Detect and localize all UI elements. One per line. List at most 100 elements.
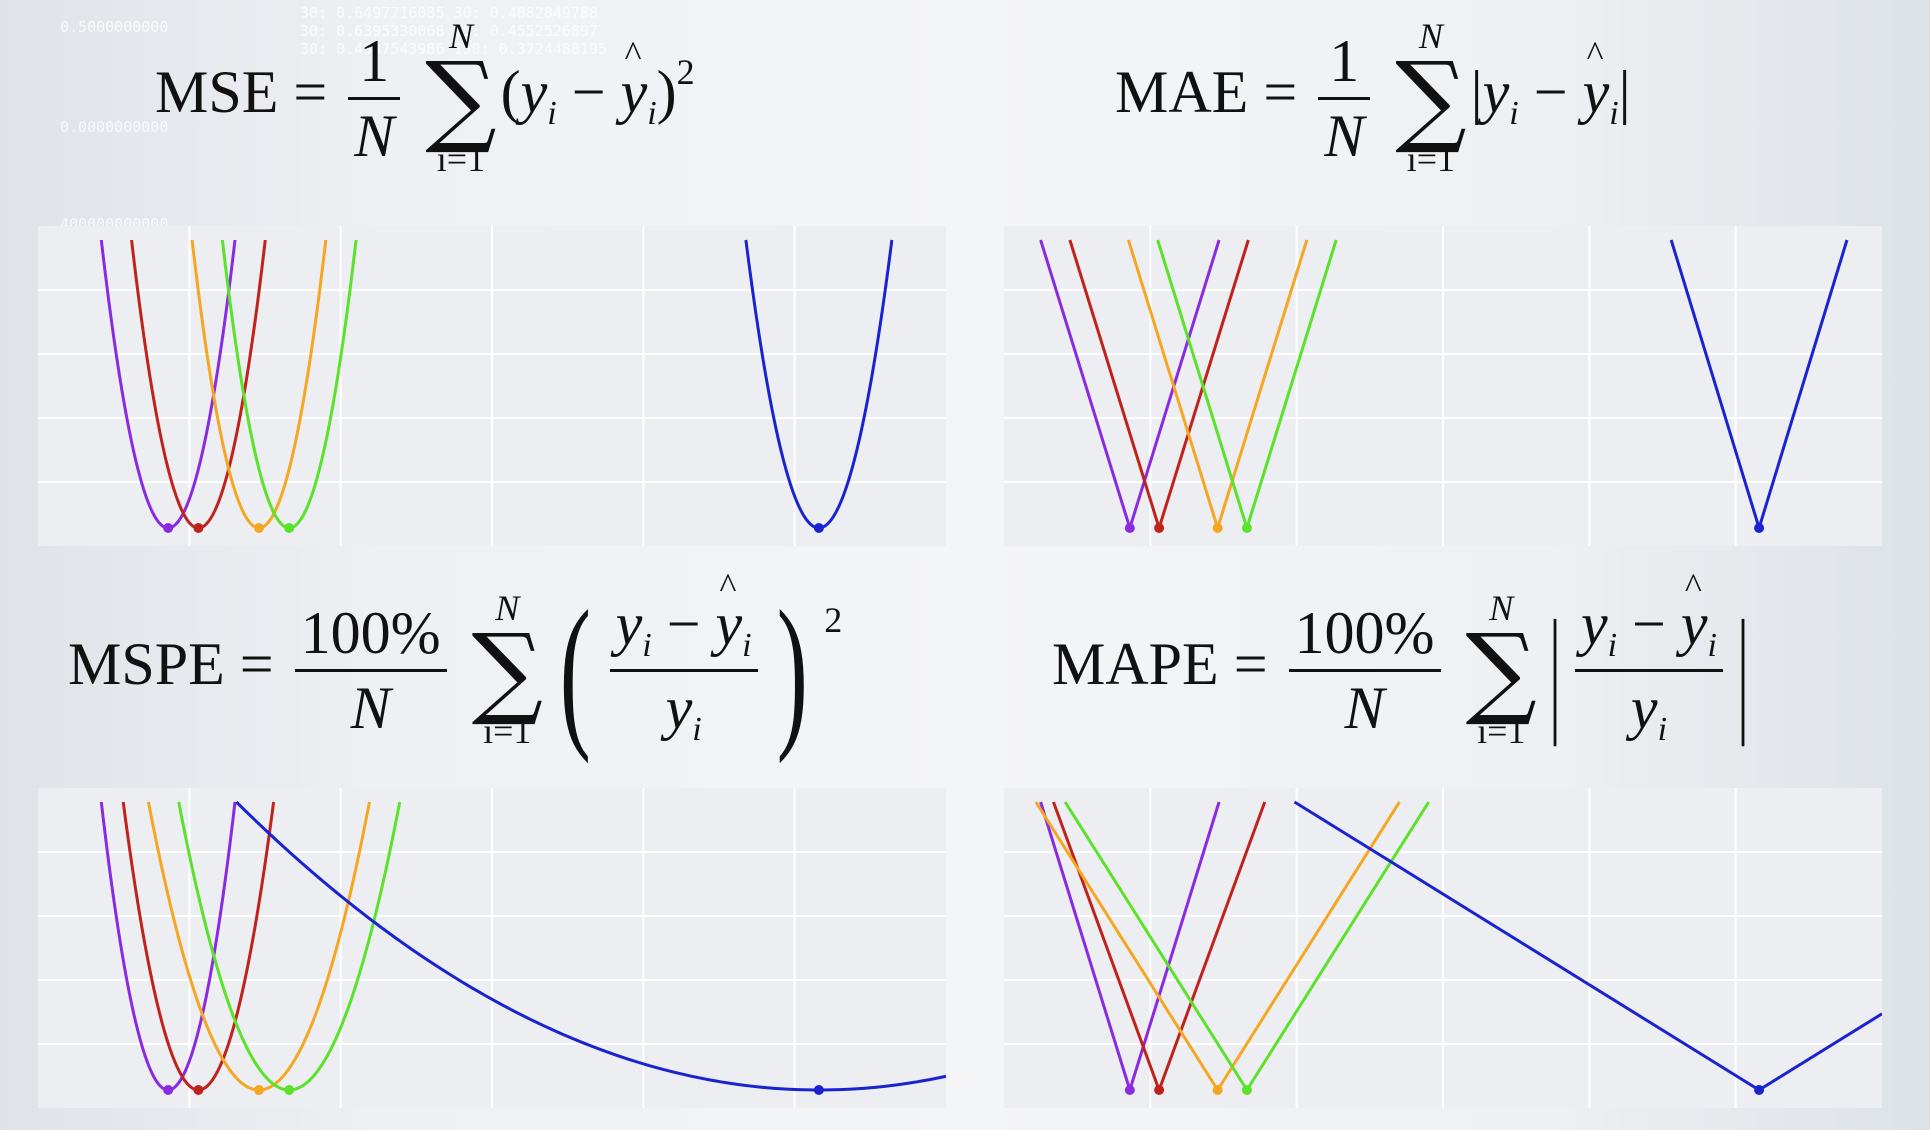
mspe-sum-bottom: i=1 — [483, 710, 532, 751]
mspe-power: 2 — [824, 600, 843, 641]
mape-chart — [1004, 788, 1882, 1108]
mse-open-paren: ( — [500, 59, 521, 126]
mspe-minus: − — [666, 590, 701, 657]
series-min-point-0 — [163, 1085, 174, 1095]
mspe-yhat-sub: i — [742, 626, 752, 664]
mape-chart-svg — [1004, 788, 1882, 1108]
series-min-point-0 — [1124, 1085, 1135, 1095]
mae-bar-right: | — [1618, 59, 1631, 126]
mspe-y-den: y — [665, 674, 693, 741]
series-min-point-4 — [813, 1085, 824, 1095]
mae-numerator: 1 — [1318, 31, 1371, 100]
mspe-sum-top: N — [495, 588, 520, 628]
mse-fraction: 1 N — [348, 31, 401, 169]
sigma-icon: ∑ — [1395, 39, 1467, 157]
mspe-big-paren-right: ) — [776, 575, 808, 764]
series-min-point-3 — [1241, 523, 1252, 533]
mape-y-den: y — [1630, 674, 1658, 741]
mse-numerator: 1 — [348, 31, 401, 100]
mspe-inner-denominator: yi — [610, 672, 758, 747]
mape-formula: MAPE = 100% N N ∑ i=1 | yi − yi yi | — [1052, 568, 1757, 751]
mape-minus: − — [1632, 590, 1666, 657]
mse-power: 2 — [676, 52, 695, 93]
mse-sum: N ∑ i=1 — [425, 16, 497, 179]
mse-equals: = — [293, 59, 328, 126]
mse-yhat: y — [621, 36, 648, 122]
mape-y-den-sub: i — [1657, 710, 1668, 748]
mspe-name: MSPE — [68, 631, 225, 698]
mspe-denominator: N — [350, 674, 391, 741]
mae-equals: = — [1263, 59, 1298, 126]
sigma-icon: ∑ — [1465, 611, 1537, 729]
mspe-numerator: 100% — [294, 603, 447, 672]
mae-sum-top: N — [1418, 16, 1443, 56]
mape-y-sub: i — [1607, 626, 1618, 664]
mspe-formula: MSPE = 100% N N ∑ i=1 ( yi − yi yi )2 — [68, 568, 843, 764]
series-min-point-1 — [1154, 523, 1165, 533]
mspe-fraction: 100% N — [294, 603, 447, 741]
mape-inner-fraction: yi − yi yi — [1574, 568, 1723, 747]
mspe-inner-numerator: yi − yi — [609, 568, 758, 672]
mse-denominator: N — [354, 102, 395, 169]
mae-sum: N ∑ i=1 — [1395, 16, 1467, 179]
mape-yhat-sub: i — [1707, 626, 1717, 664]
ghost-text-3: 30: 0.6395330068 15: 0.4552526897 — [300, 22, 599, 40]
mape-sum: N ∑ i=1 — [1465, 588, 1537, 751]
series-min-point-2 — [253, 523, 264, 533]
series-min-point-2 — [1212, 1085, 1223, 1095]
mse-sum-top: N — [448, 16, 473, 56]
mae-minus: − — [1533, 59, 1568, 126]
sigma-icon: ∑ — [425, 39, 497, 157]
series-min-point-2 — [253, 1085, 264, 1095]
mspe-y-den-sub: i — [692, 710, 702, 748]
mape-denominator: N — [1344, 674, 1385, 741]
ghost-text-5: 0.0000000000 — [60, 118, 169, 136]
mse-y-sub: i — [547, 95, 557, 133]
mse-minus: − — [571, 59, 606, 126]
mae-bar-left: | — [1470, 59, 1483, 126]
mape-y: y — [1580, 590, 1608, 657]
mspe-sum: N ∑ i=1 — [472, 588, 543, 751]
mape-sum-bottom: i=1 — [1477, 710, 1526, 751]
mspe-y: y — [615, 590, 643, 657]
mae-yhat-sub: i — [1609, 95, 1619, 133]
series-min-point-2 — [1212, 523, 1223, 533]
mae-y: y — [1482, 59, 1510, 126]
series-min-point-4 — [813, 523, 824, 533]
ghost-text-4: 30: 0.4537543986 150: 0.3724488195 — [300, 40, 608, 58]
series-min-point-1 — [1154, 1085, 1165, 1095]
series-min-point-4 — [1754, 523, 1765, 533]
mape-sum-top: N — [1489, 588, 1514, 628]
mspe-chart — [38, 788, 946, 1108]
series-min-point-3 — [284, 523, 295, 533]
mape-bar-right: | — [1737, 592, 1749, 748]
mae-chart — [1004, 226, 1882, 546]
mse-name: MSE — [155, 59, 279, 126]
mape-bar-left: | — [1549, 592, 1561, 748]
series-min-point-3 — [1241, 1085, 1252, 1095]
mape-equals: = — [1233, 631, 1268, 698]
mae-y-sub: i — [1509, 95, 1519, 133]
mae-chart-svg — [1004, 226, 1882, 546]
mape-inner-numerator: yi − yi — [1574, 568, 1723, 672]
series-min-point-1 — [193, 523, 204, 533]
mspe-yhat: y — [716, 568, 743, 654]
mse-close-paren: ) — [656, 59, 677, 126]
mape-numerator: 100% — [1288, 603, 1441, 672]
series-min-point-4 — [1754, 1085, 1765, 1095]
mse-chart — [38, 226, 946, 546]
series-min-point-1 — [193, 1085, 204, 1095]
mape-inner-denominator: yi — [1575, 672, 1723, 747]
ghost-text-1: 0.5000000000 — [60, 18, 169, 36]
series-min-point-0 — [1124, 523, 1135, 533]
mape-fraction: 100% N — [1288, 603, 1441, 741]
mspe-equals: = — [239, 631, 274, 698]
mape-name: MAPE — [1052, 631, 1219, 698]
mae-name: MAE — [1115, 59, 1249, 126]
mspe-inner-fraction: yi − yi yi — [609, 568, 758, 747]
mspe-big-paren-left: ( — [559, 575, 591, 764]
mse-y: y — [520, 59, 548, 126]
mae-denominator: N — [1324, 102, 1365, 169]
mae-formula: MAE = 1 N N ∑ i=1 |yi − yi| — [1115, 16, 1631, 179]
mae-sum-bottom: i=1 — [1406, 138, 1456, 179]
